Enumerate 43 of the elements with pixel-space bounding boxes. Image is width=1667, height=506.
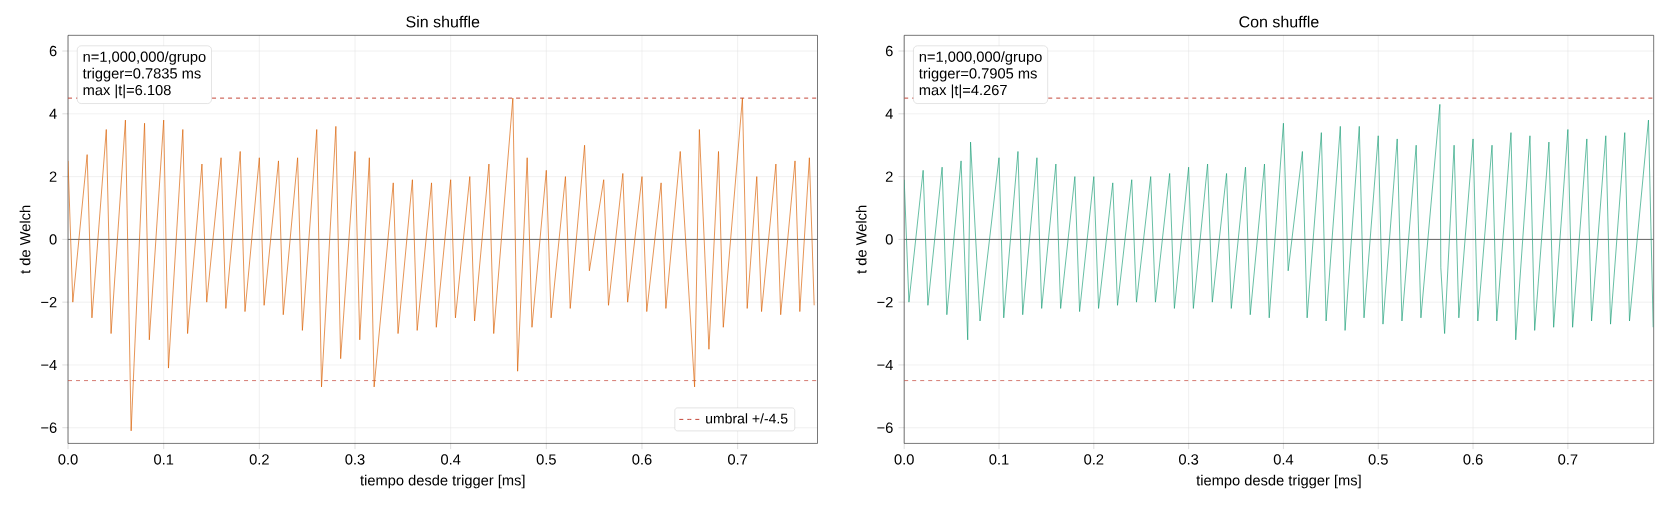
chart-title: Con shuffle (1239, 15, 1319, 28)
x-tick-label: 0.1 (154, 454, 174, 465)
y-tick-label: −2 (877, 297, 893, 308)
x-tick-label: 0.4 (1273, 454, 1294, 465)
x-tick-label: 0.6 (1463, 454, 1483, 465)
x-tick-label: 0.1 (989, 454, 1009, 465)
x-tick-label: 0.5 (1368, 454, 1388, 465)
x-tick-label: 0.2 (1084, 454, 1104, 465)
annotation: trigger=0.7905 ms (919, 67, 1037, 82)
y-tick-label: 6 (49, 45, 57, 57)
y-tick-label: 0 (885, 234, 893, 245)
y-axis-title: t de Welch (19, 205, 31, 274)
x-tick-label: 0.7 (728, 454, 748, 465)
annotation: max |t|=6.108 (83, 84, 171, 99)
y-tick-label: 0 (49, 234, 57, 245)
x-tick-label: 0.5 (536, 454, 556, 465)
x-axis-title: tiempo desde trigger [ms] (1196, 474, 1361, 489)
x-tick-label: 0.0 (894, 454, 914, 465)
y-tick-label: 2 (885, 171, 893, 182)
annotation: n=1,000,000/grupo (919, 51, 1042, 65)
y-tick-label: 6 (885, 45, 893, 57)
y-tick-label: −6 (877, 422, 893, 433)
y-axis-title: t de Welch (855, 205, 867, 274)
y-tick-label: 4 (885, 108, 893, 119)
annotation: max |t|=4.267 (919, 84, 1007, 99)
y-tick-label: −2 (41, 297, 57, 308)
y-tick-label: −4 (41, 359, 57, 370)
y-tick-label: −6 (41, 422, 57, 433)
y-tick-label: −4 (877, 359, 893, 370)
y-tick-label: 4 (49, 108, 57, 119)
chart-title: Sin shuffle (406, 15, 480, 28)
legend-label: umbral +/-4.5 (706, 413, 788, 424)
x-tick-label: 0.7 (1558, 454, 1578, 465)
y-tick-label: 2 (49, 171, 57, 182)
x-tick-label: 0.3 (345, 454, 365, 465)
x-tick-label: 0.0 (58, 454, 78, 465)
x-tick-label: 0.3 (1178, 454, 1199, 465)
x-tick-label: 0.4 (441, 454, 461, 465)
annotation: n=1,000,000/grupo (83, 51, 206, 65)
annotation: trigger=0.7835 ms (82, 67, 201, 82)
x-tick-label: 0.2 (249, 454, 269, 465)
x-axis-title: tiempo desde trigger [ms] (360, 474, 525, 489)
x-tick-label: 0.6 (632, 454, 652, 465)
